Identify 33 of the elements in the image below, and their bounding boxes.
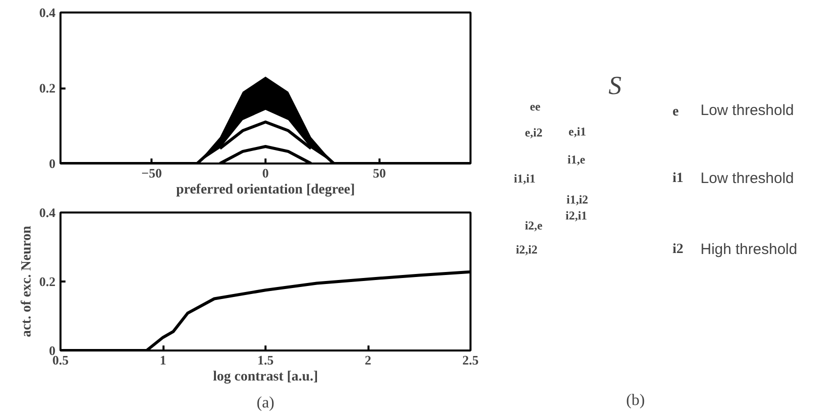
text: ee bbox=[530, 100, 542, 114]
text: i2,e bbox=[524, 218, 544, 232]
x-tick-label: 1.5 bbox=[257, 352, 274, 368]
text: i2,i1 bbox=[566, 208, 588, 222]
x-axis-title: preferred orientation [degree] bbox=[176, 182, 355, 198]
x-tick-label: 0 bbox=[262, 166, 269, 180]
y-tick-label: 0.2 bbox=[39, 274, 56, 289]
text: (a) bbox=[256, 394, 274, 412]
text: i1 bbox=[672, 171, 684, 186]
x-axis-title: log contrast [a.u.] bbox=[213, 370, 318, 384]
text: Low threshold bbox=[700, 102, 794, 119]
text: High threshold bbox=[700, 241, 798, 258]
y-tick-label: 0.4 bbox=[39, 205, 56, 220]
text: i1,e bbox=[568, 152, 586, 166]
text: S bbox=[608, 71, 622, 100]
text: (b) bbox=[626, 392, 645, 409]
text: e,i2 bbox=[524, 126, 543, 140]
text: i1,i2 bbox=[566, 192, 588, 206]
y-tick-label: 0.4 bbox=[39, 5, 56, 20]
text: i1,i1 bbox=[514, 172, 536, 186]
text: e bbox=[672, 104, 679, 120]
y-tick-label: 0.2 bbox=[39, 80, 56, 96]
x-tick-label: −50 bbox=[141, 166, 162, 180]
text: i2 bbox=[672, 242, 684, 257]
y-tick-label: 0 bbox=[49, 156, 56, 171]
y-axis-title: act. of exc. Neuron bbox=[19, 226, 34, 338]
x-tick-label: 2 bbox=[364, 352, 372, 368]
x-tick-label: 50 bbox=[372, 166, 386, 180]
x-tick-label: 1 bbox=[160, 352, 166, 368]
x-tick-label: 2.5 bbox=[462, 352, 480, 368]
text: e,i1 bbox=[568, 124, 586, 138]
text: Low threshold bbox=[700, 170, 794, 187]
text: i2,i2 bbox=[516, 242, 538, 256]
